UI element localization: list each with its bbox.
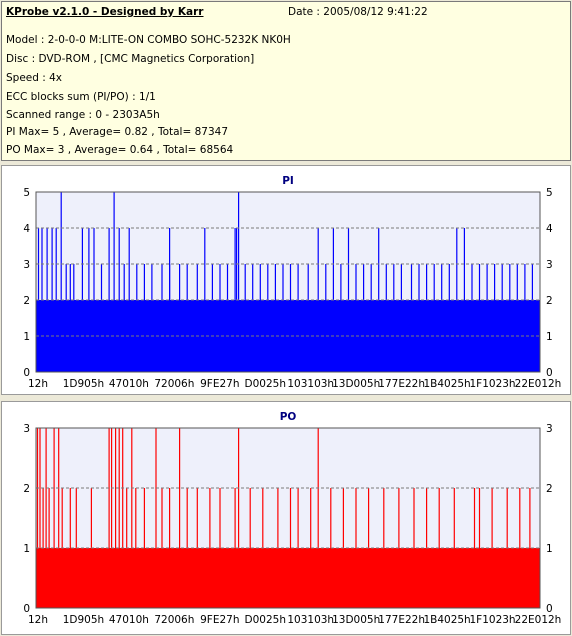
info-panel: KProbe v2.1.0 - Designed by Karr Date : …: [1, 1, 571, 161]
po-chart-panel: PO 0 0 1 1 2 2 3 3 12h 1D905h 47010h 72006h 9FE27h D00…: [1, 401, 571, 635]
disc-info: Disc : DVD-ROM , [CMC Magnetics Corporat…: [6, 53, 255, 65]
pi-ytick-right-1: 1: [546, 331, 553, 343]
po-xtick-11: 22E012h: [515, 614, 562, 626]
pi-ytick-right-3: 3: [546, 259, 553, 271]
po-ytick-left-3: 3: [23, 423, 30, 435]
po-chart-title: PO: [280, 411, 297, 423]
range-info: Scanned range : 0 - 2303A5h: [6, 109, 160, 121]
po-xtick-10: 1F1023h: [469, 614, 515, 626]
pi-plot-border: [35, 191, 541, 373]
pi-xtick-7: 13D005h: [332, 378, 380, 390]
po-ytick-left-2: 2: [23, 483, 30, 495]
pi-xtick-8: 177E22h: [378, 378, 425, 390]
pi-xtick-5: D0025h: [245, 378, 286, 390]
pi-chart-panel: PI 0 0 1 1 2 2 3 3 4 4 5 5 12h 1D905h 47010h 72006h 9FE27…: [1, 165, 571, 395]
po-ytick-left-0: 0: [23, 603, 30, 615]
po-ytick-right-3: 3: [546, 423, 553, 435]
pi-ytick-left-3: 3: [23, 259, 30, 271]
pi-ytick-left-4: 4: [23, 223, 30, 235]
pi-xtick-2: 47010h: [109, 378, 149, 390]
pi-ytick-right-0: 0: [546, 367, 553, 379]
pi-ytick-left-1: 1: [23, 331, 30, 343]
po-xtick-5: D0025h: [245, 614, 286, 626]
drive-model: Model : 2-0-0-0 M:LITE-ON COMBO SOHC-523…: [6, 34, 291, 46]
speed-info: Speed : 4x: [6, 72, 63, 84]
pi-ytick-left-5: 5: [23, 187, 30, 199]
po-xtick-2: 47010h: [109, 614, 149, 626]
pi-xtick-3: 72006h: [154, 378, 194, 390]
pi-xtick-0: 12h: [28, 378, 48, 390]
pi-xtick-11: 22E012h: [515, 378, 562, 390]
po-xtick-1: 1D905h: [63, 614, 104, 626]
po-xtick-3: 72006h: [154, 614, 194, 626]
po-ytick-right-1: 1: [546, 543, 553, 555]
pi-ytick-right-4: 4: [546, 223, 553, 235]
pi-chart: PI 0 0 1 1 2 2 3 3 4 4 5 5 12h 1D905h 47010h 72006h 9FE27…: [23, 175, 562, 390]
po-plot-border: [35, 427, 541, 609]
po-chart: PO 0 0 1 1 2 2 3 3 12h 1D905h 47010h 72006h 9FE27h D00…: [23, 411, 562, 626]
po-baseline-fill: [36, 548, 540, 608]
po-xtick-7: 13D005h: [332, 614, 380, 626]
pi-ytick-left-0: 0: [23, 367, 30, 379]
pi-xtick-9: 1B4025h: [423, 378, 470, 390]
pi-ytick-left-2: 2: [23, 295, 30, 307]
po-xtick-9: 1B4025h: [423, 614, 470, 626]
po-xtick-8: 177E22h: [378, 614, 425, 626]
pi-xtick-4: 9FE27h: [200, 378, 239, 390]
ecc-info: ECC blocks sum (PI/PO) : 1/1: [6, 91, 156, 103]
po-xtick-4: 9FE27h: [200, 614, 239, 626]
po-ytick-right-0: 0: [546, 603, 553, 615]
scan-date: Date : 2005/08/12 9:41:22: [288, 6, 428, 18]
po-xtick-0: 12h: [28, 614, 48, 626]
pi-ytick-right-2: 2: [546, 295, 553, 307]
po-ytick-left-1: 1: [23, 543, 30, 555]
pi-stats: PI Max= 5 , Average= 0.82 , Total= 87347: [6, 126, 229, 138]
pi-xtick-6: 103103h: [287, 378, 334, 390]
po-stats: PO Max= 3 , Average= 0.64 , Total= 68564: [6, 144, 234, 156]
po-xtick-6: 103103h: [287, 614, 334, 626]
pi-ytick-right-5: 5: [546, 187, 553, 199]
pi-chart-title: PI: [282, 175, 294, 187]
app-title: KProbe v2.1.0 - Designed by Karr: [6, 6, 204, 18]
pi-xtick-10: 1F1023h: [469, 378, 515, 390]
po-ytick-right-2: 2: [546, 483, 553, 495]
pi-xtick-1: 1D905h: [63, 378, 104, 390]
